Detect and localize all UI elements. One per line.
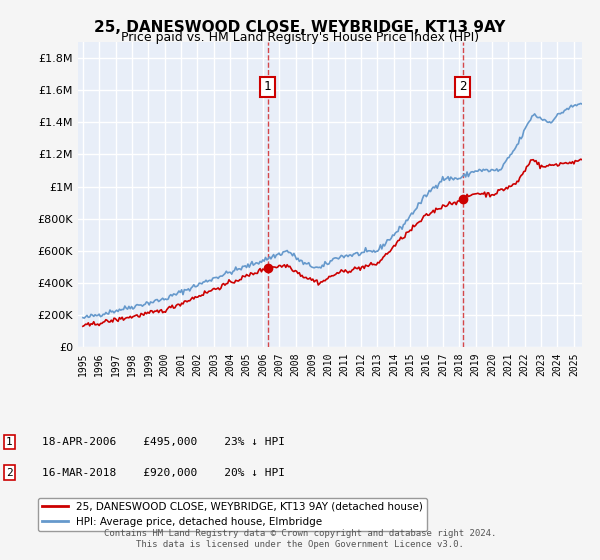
Text: 18-APR-2006    £495,000    23% ↓ HPI: 18-APR-2006 £495,000 23% ↓ HPI (42, 437, 285, 447)
Text: 25, DANESWOOD CLOSE, WEYBRIDGE, KT13 9AY: 25, DANESWOOD CLOSE, WEYBRIDGE, KT13 9AY (94, 20, 506, 35)
Text: 1: 1 (6, 437, 13, 447)
Legend: 25, DANESWOOD CLOSE, WEYBRIDGE, KT13 9AY (detached house), HPI: Average price, d: 25, DANESWOOD CLOSE, WEYBRIDGE, KT13 9AY… (38, 498, 427, 531)
Text: Price paid vs. HM Land Registry's House Price Index (HPI): Price paid vs. HM Land Registry's House … (121, 31, 479, 44)
Text: 1: 1 (264, 81, 271, 94)
Text: 2: 2 (6, 468, 13, 478)
Text: Contains HM Land Registry data © Crown copyright and database right 2024.
This d: Contains HM Land Registry data © Crown c… (104, 529, 496, 549)
Text: 2: 2 (459, 81, 466, 94)
Text: 16-MAR-2018    £920,000    20% ↓ HPI: 16-MAR-2018 £920,000 20% ↓ HPI (42, 468, 285, 478)
